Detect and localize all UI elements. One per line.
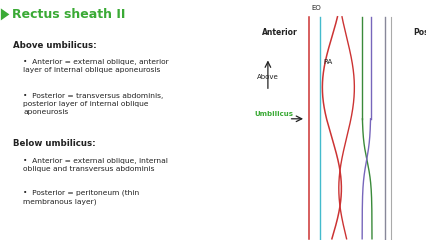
Text: Rectus sheath II: Rectus sheath II (12, 8, 125, 21)
Text: Above umbilicus:: Above umbilicus: (13, 41, 96, 50)
Text: •  Anterior = external oblique, internal
oblique and transversus abdominis: • Anterior = external oblique, internal … (23, 158, 168, 172)
Text: EO: EO (311, 5, 320, 11)
Text: Above: Above (256, 74, 278, 80)
Text: Below umbilicus:: Below umbilicus: (13, 139, 95, 148)
Text: •  Posterior = peritoneum (thin
membranous layer): • Posterior = peritoneum (thin membranou… (23, 190, 139, 204)
Text: Posterior: Posterior (412, 28, 426, 37)
Polygon shape (1, 8, 9, 20)
Text: Anterior: Anterior (262, 28, 297, 37)
Text: Umbilicus: Umbilicus (253, 111, 292, 117)
Text: •  Anterior = external oblique, anterior
layer of internal oblique aponeurosis: • Anterior = external oblique, anterior … (23, 59, 169, 73)
Text: •  Posterior = transversus abdominis,
posterior layer of internal oblique
aponeu: • Posterior = transversus abdominis, pos… (23, 93, 164, 115)
Text: RA: RA (323, 59, 332, 65)
